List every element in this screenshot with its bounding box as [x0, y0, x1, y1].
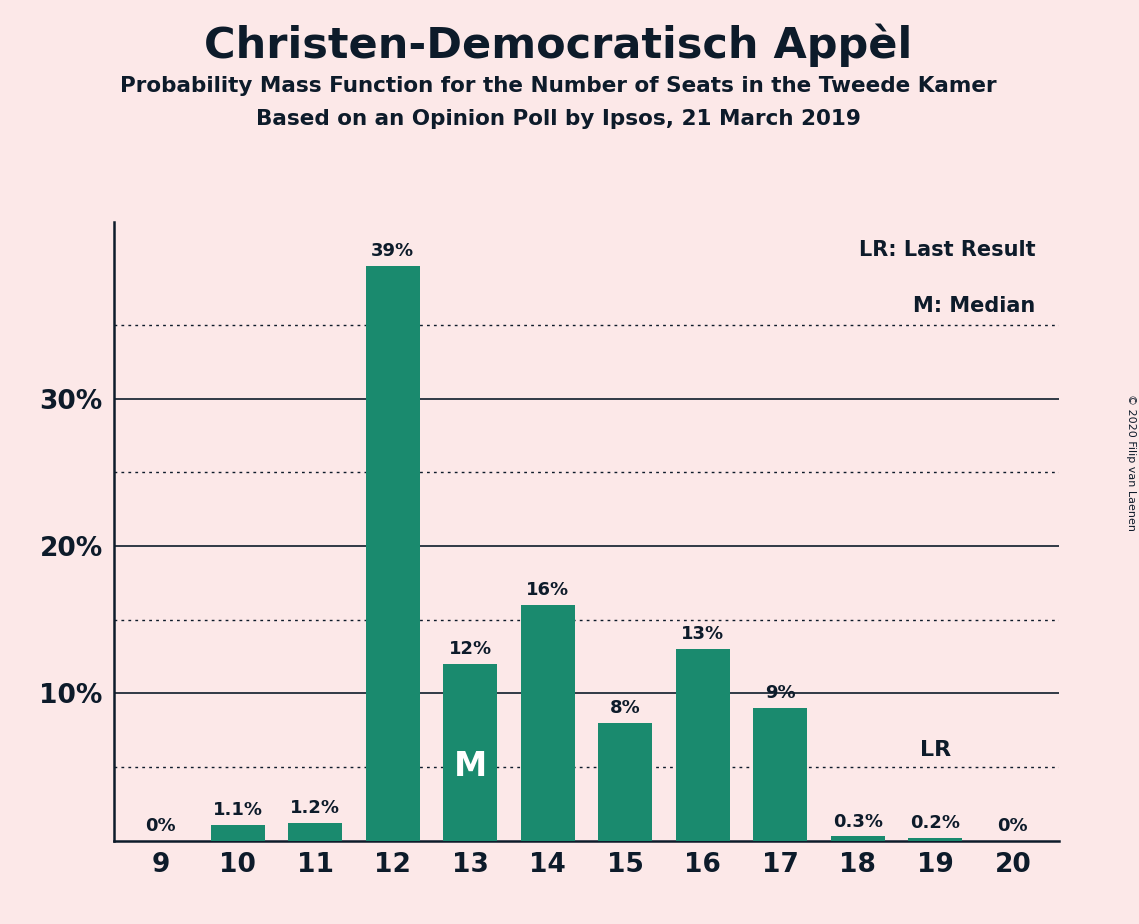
Text: Based on an Opinion Poll by Ipsos, 21 March 2019: Based on an Opinion Poll by Ipsos, 21 Ma… — [255, 109, 861, 129]
Bar — [753, 708, 808, 841]
Text: 8%: 8% — [611, 699, 641, 717]
Bar — [288, 823, 343, 841]
Text: 13%: 13% — [681, 626, 724, 643]
Text: 0.3%: 0.3% — [833, 812, 883, 831]
Text: 0.2%: 0.2% — [910, 814, 960, 832]
Text: 39%: 39% — [371, 242, 415, 260]
Text: M: Median: M: Median — [913, 296, 1035, 316]
Bar — [366, 266, 420, 841]
Text: 1.1%: 1.1% — [213, 801, 263, 819]
Text: 0%: 0% — [145, 817, 175, 835]
Bar — [211, 824, 265, 841]
Text: LR: LR — [919, 740, 951, 760]
Bar — [521, 605, 575, 841]
Text: 9%: 9% — [765, 685, 796, 702]
Bar — [830, 836, 885, 841]
Bar — [675, 650, 730, 841]
Bar — [443, 664, 498, 841]
Text: 0%: 0% — [998, 817, 1029, 835]
Bar — [598, 723, 653, 841]
Text: 1.2%: 1.2% — [290, 799, 341, 817]
Text: Christen-Democratisch Appèl: Christen-Democratisch Appèl — [204, 23, 912, 67]
Text: 12%: 12% — [449, 640, 492, 658]
Text: LR: Last Result: LR: Last Result — [859, 240, 1035, 261]
Text: M: M — [453, 750, 487, 783]
Bar — [908, 838, 962, 841]
Text: Probability Mass Function for the Number of Seats in the Tweede Kamer: Probability Mass Function for the Number… — [120, 76, 997, 96]
Text: © 2020 Filip van Laenen: © 2020 Filip van Laenen — [1126, 394, 1136, 530]
Text: 16%: 16% — [526, 581, 570, 599]
